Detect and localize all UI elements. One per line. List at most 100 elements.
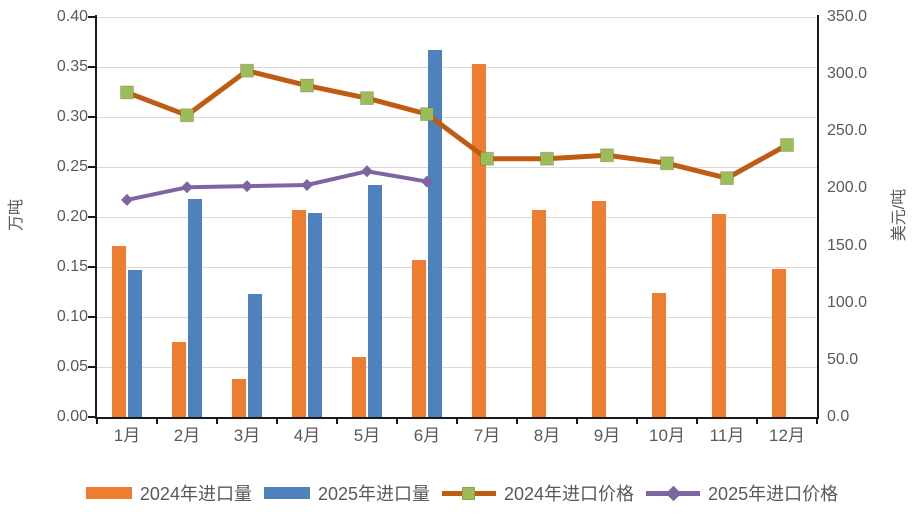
left-tick-0.30	[88, 116, 95, 118]
square-marker-m6	[420, 107, 434, 122]
gridline-0.15	[97, 266, 817, 268]
left-tick-label-0.05: 0.05	[56, 358, 88, 375]
x-tick-6	[456, 417, 458, 424]
right-axis-line	[817, 15, 819, 419]
x-tick-10	[696, 417, 698, 424]
legend-swatch-2024-imports-icon	[85, 487, 132, 499]
left-tick-label-0.15: 0.15	[56, 258, 88, 275]
x-label-m5: 5月	[353, 426, 381, 445]
gridline-0.10	[97, 316, 817, 318]
square-marker-m4	[300, 78, 314, 93]
legend-label-2024-price: 2024年进口价格	[504, 484, 635, 504]
diamond-marker-m2	[181, 181, 193, 194]
x-tick-7	[516, 417, 518, 424]
left-tick-label-0.20: 0.20	[56, 208, 88, 225]
x-label-m8: 8月	[533, 426, 561, 445]
right-tick-label-250.0: 250.0	[827, 122, 868, 140]
square-marker-m1	[120, 85, 134, 100]
legend-swatch-2025-price-icon	[646, 485, 701, 501]
bar-2025-m2	[188, 199, 202, 417]
bar-2024-m3	[232, 379, 246, 417]
legend-item-2025-imports: 2025年进口量	[263, 480, 430, 506]
left-axis-line	[95, 15, 97, 419]
right-tick-label-50.0: 50.0	[827, 350, 859, 368]
x-tick-8	[576, 417, 578, 424]
x-tick-2	[216, 417, 218, 424]
diamond-marker-m5	[361, 165, 373, 178]
left-tick-label-0.30: 0.30	[56, 108, 88, 125]
square-marker-m7	[480, 151, 494, 166]
right-tick-label-150.0: 150.0	[827, 236, 868, 254]
right-tick-label-300.0: 300.0	[827, 65, 868, 83]
left-tick-label-0.35: 0.35	[56, 58, 88, 75]
x-tick-3	[276, 417, 278, 424]
bar-2024-m9	[592, 201, 606, 417]
gridline-0.30	[97, 116, 817, 118]
square-marker-m10	[660, 156, 674, 171]
bar-2025-m4	[308, 213, 322, 417]
x-tick-5	[396, 417, 398, 424]
x-tick-0	[96, 417, 98, 424]
x-label-m4: 4月	[293, 426, 321, 445]
square-marker-m5	[360, 91, 374, 106]
x-label-m12: 12月	[769, 426, 805, 445]
bar-2024-m2	[172, 342, 186, 417]
plot-area	[88, 15, 819, 424]
bar-2024-m6	[412, 260, 426, 417]
x-label-m7: 7月	[473, 426, 501, 445]
left-tick-0.15	[88, 266, 95, 268]
bar-2024-m10	[652, 293, 666, 417]
bar-2024-m5	[352, 357, 366, 417]
gridline-0.25	[97, 166, 817, 168]
price-lines-layer	[120, 63, 794, 206]
gridline-0.20	[97, 216, 817, 218]
bar-2024-m1	[112, 246, 126, 417]
x-label-m10: 10月	[649, 426, 685, 445]
left-axis-title: 万吨	[8, 199, 25, 232]
x-label-m6: 6月	[413, 426, 441, 445]
bar-2025-m5	[368, 185, 382, 417]
line-2024年进口价格	[124, 68, 790, 181]
bar-2024-m11	[712, 214, 726, 417]
left-tick-0.35	[88, 66, 95, 68]
legend: 2024年进口量 2025年进口量 2024年进口价格 2025年进口价格	[0, 477, 924, 509]
bar-2025-m3	[248, 294, 262, 417]
diamond-marker-m1	[121, 193, 133, 206]
bar-2024-m12	[772, 269, 786, 417]
x-tick-1	[156, 417, 158, 424]
bar-2025-m6	[428, 50, 442, 417]
left-tick-0.25	[88, 166, 95, 168]
square-marker-icon	[462, 486, 475, 500]
diamond-marker-m6	[421, 175, 433, 188]
right-tick-label-100.0: 100.0	[827, 293, 868, 311]
bar-2024-m8	[532, 210, 546, 417]
x-tick-9	[636, 417, 638, 424]
left-tick-label-0.00: 0.00	[56, 408, 88, 425]
gridline-0.40	[97, 16, 817, 18]
gridline-0.05	[97, 366, 817, 368]
x-tick-4	[336, 417, 338, 424]
legend-label-2025-price: 2025年进口价格	[708, 484, 839, 504]
left-tick-0.00	[88, 416, 95, 418]
bar-2024-m4	[292, 210, 306, 417]
right-axis-title: 美元/吨	[891, 188, 908, 242]
x-label-m9: 9月	[593, 426, 621, 445]
legend-label-2024-imports: 2024年进口量	[139, 484, 252, 504]
square-marker-m9	[600, 148, 614, 163]
left-tick-0.20	[88, 216, 95, 218]
left-tick-0.05	[88, 366, 95, 368]
diamond-marker-m3	[241, 180, 253, 193]
square-marker-m12	[780, 138, 794, 152]
left-tick-0.40	[88, 16, 95, 18]
right-tick-label-200.0: 200.0	[827, 179, 868, 197]
right-tick-label-350.0: 350.0	[827, 8, 868, 25]
diamond-marker-m4	[301, 179, 313, 191]
bar-2025-m1	[128, 270, 142, 417]
square-marker-m2	[180, 108, 194, 123]
right-tick-label-0.0: 0.0	[827, 408, 850, 425]
x-label-m3: 3月	[233, 426, 261, 445]
diamond-marker-icon	[665, 485, 682, 501]
legend-item-2025-price: 2025年进口价格	[646, 480, 838, 506]
x-label-m2: 2月	[173, 426, 201, 445]
